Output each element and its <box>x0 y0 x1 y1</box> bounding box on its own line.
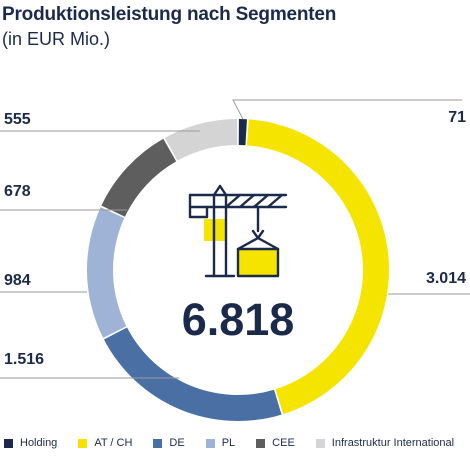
chart-subtitle: (in EUR Mio.) <box>2 29 111 49</box>
value-label: 984 <box>4 272 31 289</box>
legend-label: Infrastruktur International <box>331 437 455 449</box>
legend-label: PL <box>221 437 236 449</box>
chart-legend: Holding AT / CH DE PL CEE Infrastruktur Inter… <box>4 437 454 449</box>
slice-at-ch <box>246 119 389 415</box>
slice-holding <box>238 119 247 146</box>
legend-item: AT / CH <box>78 437 132 449</box>
value-label: 3.014 <box>426 270 466 287</box>
value-label: 678 <box>4 183 31 200</box>
value-label: 1.516 <box>4 351 44 368</box>
legend-label: CEE <box>272 437 295 449</box>
slice-infrastruktur-international <box>164 119 238 161</box>
legend-item: Infrastruktur International <box>315 437 455 449</box>
legend-label: AT / CH <box>94 437 133 449</box>
legend-item: Holding <box>4 437 57 449</box>
legend-swatch <box>78 438 88 448</box>
legend-swatch <box>315 438 325 448</box>
leader-line <box>232 99 462 120</box>
slice-de <box>103 327 282 422</box>
legend-swatch <box>256 438 266 448</box>
chart-title: Produktionsleistung nach Segmenten <box>2 4 337 25</box>
value-label: 555 <box>4 111 31 128</box>
legend-label: DE <box>169 437 185 449</box>
legend-swatch <box>205 438 215 448</box>
crane-container-icon <box>188 184 288 278</box>
legend-item: CEE <box>256 437 295 449</box>
legend-item: PL <box>205 437 236 449</box>
legend-swatch <box>4 438 13 448</box>
value-label: 71 <box>448 109 466 126</box>
total-value: 6.818 <box>182 294 295 345</box>
legend-item: DE <box>153 437 185 449</box>
legend-label: Holding <box>20 437 58 449</box>
slice-pl <box>87 207 127 338</box>
slice-cee <box>101 138 177 217</box>
legend-swatch <box>153 438 163 448</box>
